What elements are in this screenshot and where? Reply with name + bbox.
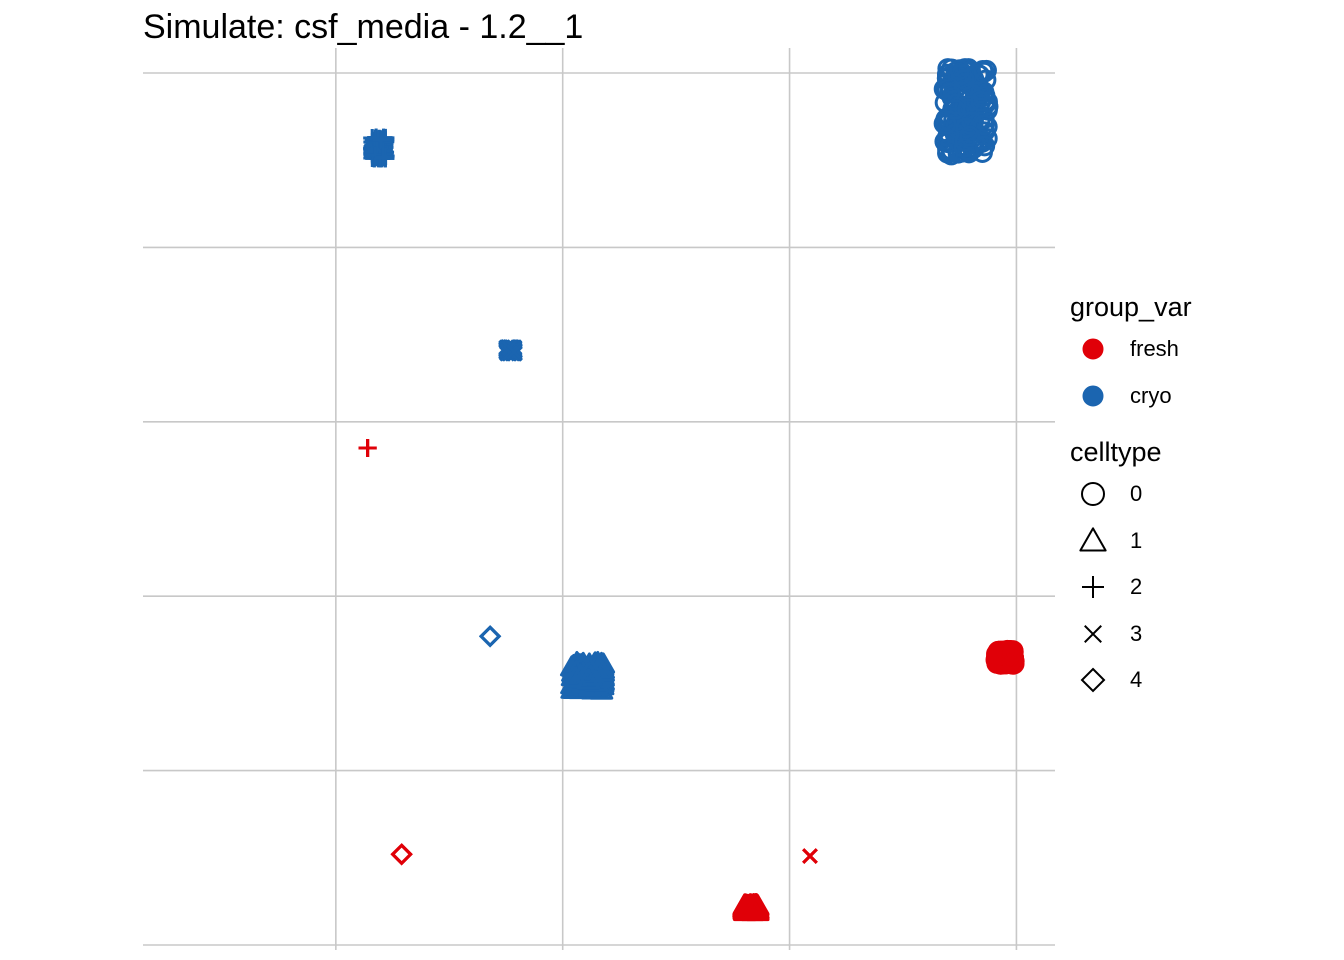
- data-point: [563, 666, 588, 688]
- data-point: [390, 843, 413, 866]
- legend: group_var fresh cryo celltype 0 1 2 3 4: [1070, 288, 1320, 704]
- data-point: [478, 625, 502, 648]
- legend-key-icon: [1070, 564, 1116, 610]
- data-points: [358, 58, 1025, 922]
- data-point: [374, 148, 393, 167]
- data-point: [390, 843, 413, 866]
- legend-key-icon: [1070, 657, 1116, 703]
- legend-item-celltype-0: 0: [1070, 471, 1320, 518]
- data-point: [959, 125, 981, 147]
- cluster-cryo-celltype-3: [498, 339, 523, 362]
- legend-item-cryo: cryo: [1070, 373, 1320, 420]
- data-point: [390, 843, 413, 866]
- legend-item-celltype-2: 2: [1070, 564, 1320, 611]
- data-point: [390, 843, 413, 866]
- data-point: [744, 896, 768, 918]
- legend-key-icon: [1070, 611, 1116, 657]
- data-point: [971, 141, 993, 163]
- legend-label: 0: [1130, 481, 1143, 507]
- cluster-fresh-celltype-3: [802, 848, 818, 864]
- data-point: [584, 670, 609, 692]
- cluster-fresh-celltype-4: [390, 843, 413, 866]
- data-point: [576, 668, 601, 690]
- grid-lines: [143, 48, 1055, 950]
- legend-label: 3: [1130, 620, 1143, 646]
- data-point: [802, 848, 818, 864]
- cluster-fresh-celltype-0: [985, 639, 1025, 675]
- data-point: [967, 63, 989, 85]
- data-point: [949, 59, 971, 81]
- legend-label: 4: [1130, 667, 1143, 693]
- data-point: [953, 69, 975, 91]
- cluster-cryo-celltype-1: [559, 650, 616, 700]
- legend-key-icon: [1070, 373, 1116, 419]
- data-point: [944, 98, 966, 120]
- data-point: [970, 90, 992, 112]
- data-point: [591, 652, 616, 674]
- cluster-cryo-celltype-0: [933, 58, 999, 166]
- data-point: [372, 131, 391, 150]
- legend-item-celltype-1: 1: [1070, 518, 1320, 565]
- data-point: [478, 625, 502, 648]
- legend-item-celltype-3: 3: [1070, 611, 1320, 658]
- legend-item-fresh: fresh: [1070, 326, 1320, 373]
- data-point: [954, 130, 976, 152]
- legend-color-title: group_var: [1070, 292, 1192, 322]
- data-point: [358, 438, 377, 457]
- data-point: [502, 345, 519, 361]
- legend-key-icon: [1070, 518, 1116, 564]
- legend-key-icon: [1070, 326, 1116, 372]
- cluster-fresh-celltype-2: [358, 438, 377, 457]
- cluster-cryo-celltype-2: [363, 128, 395, 168]
- legend-label: fresh: [1130, 336, 1179, 362]
- data-point: [996, 640, 1018, 662]
- legend-label: 2: [1130, 574, 1143, 600]
- legend-label: 1: [1130, 527, 1143, 553]
- data-point: [478, 625, 502, 648]
- legend-key-icon: [1070, 471, 1116, 517]
- data-point: [478, 625, 502, 648]
- data-point: [506, 344, 522, 360]
- legend-label: cryo: [1130, 382, 1172, 408]
- cluster-fresh-celltype-1: [732, 893, 770, 922]
- legend-item-celltype-4: 4: [1070, 657, 1320, 704]
- data-point: [957, 139, 979, 161]
- chart-title: Simulate: csf_media - 1.2__1: [143, 8, 584, 46]
- legend-shape-title: celltype: [1070, 437, 1162, 467]
- cluster-cryo-celltype-4: [478, 625, 502, 648]
- data-point: [961, 110, 983, 132]
- data-point: [1002, 641, 1024, 663]
